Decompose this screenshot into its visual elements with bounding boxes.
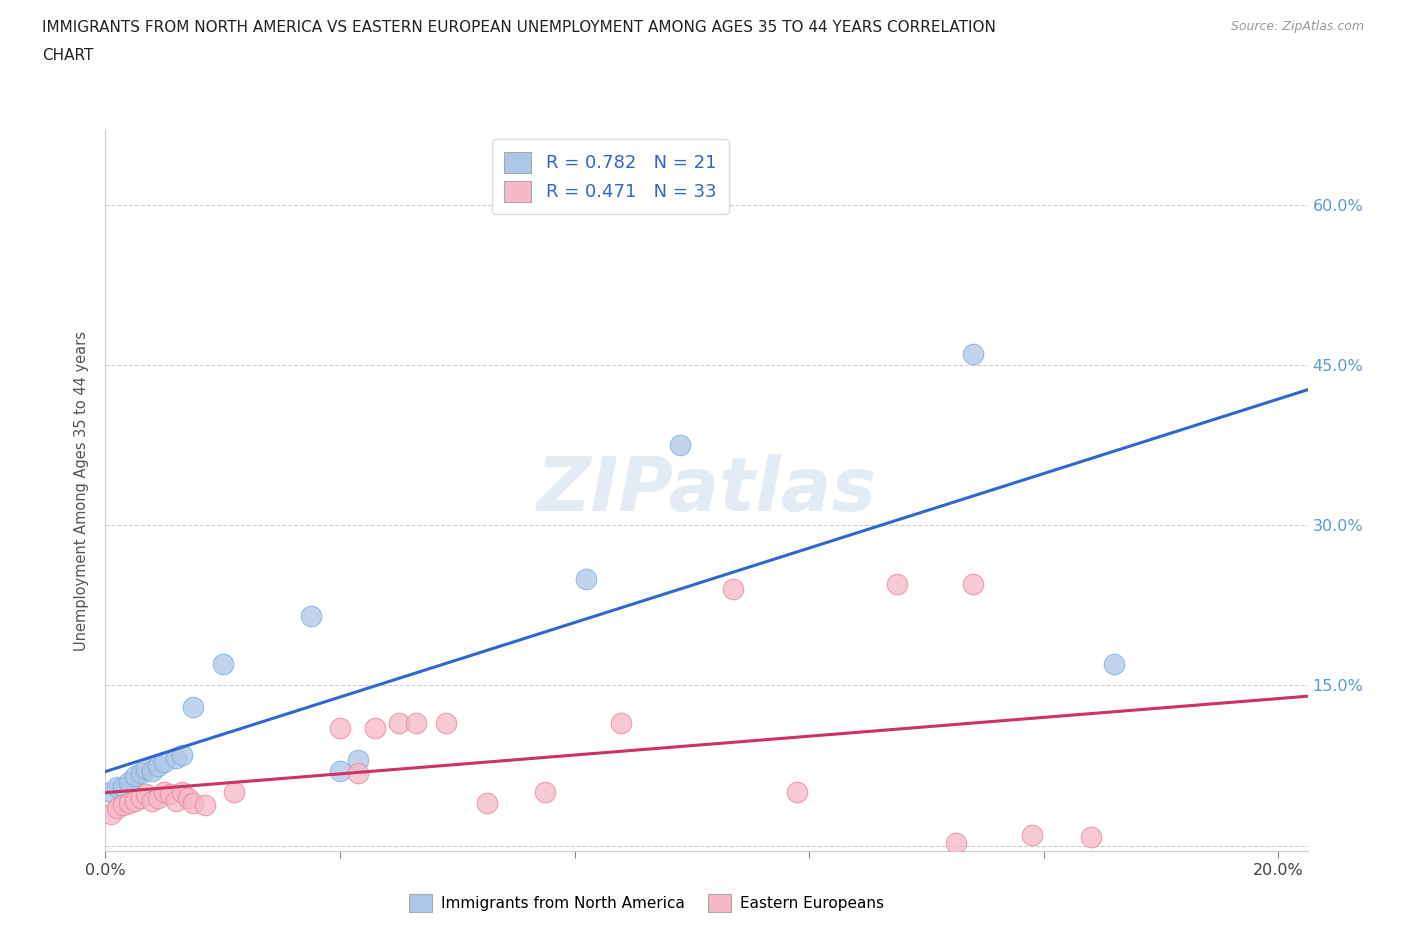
Point <box>886 577 908 591</box>
Point <box>165 793 187 808</box>
Point <box>176 790 198 805</box>
Point <box>534 785 557 800</box>
Point <box>141 793 163 808</box>
Point <box>1021 828 1043 843</box>
Point <box>135 762 157 777</box>
Point <box>118 774 141 789</box>
Point <box>129 765 152 780</box>
Point <box>194 798 217 813</box>
Point <box>170 785 193 800</box>
Point <box>669 438 692 453</box>
Point <box>721 582 744 597</box>
Y-axis label: Unemployment Among Ages 35 to 44 years: Unemployment Among Ages 35 to 44 years <box>75 330 90 651</box>
Text: ZIPatlas: ZIPatlas <box>537 454 876 527</box>
Text: Source: ZipAtlas.com: Source: ZipAtlas.com <box>1230 20 1364 33</box>
Point <box>962 577 984 591</box>
Text: IMMIGRANTS FROM NORTH AMERICA VS EASTERN EUROPEAN UNEMPLOYMENT AMONG AGES 35 TO : IMMIGRANTS FROM NORTH AMERICA VS EASTERN… <box>42 20 995 35</box>
Point <box>1080 830 1102 844</box>
Point <box>170 748 193 763</box>
Point <box>405 715 427 730</box>
Point <box>329 764 352 778</box>
Point <box>124 769 146 784</box>
Point <box>129 790 152 805</box>
Point <box>388 715 411 730</box>
Text: CHART: CHART <box>42 48 94 63</box>
Point <box>346 752 368 767</box>
Point <box>100 806 122 821</box>
Point <box>105 779 128 794</box>
Point <box>962 347 984 362</box>
Point <box>124 793 146 808</box>
Point <box>135 787 157 802</box>
Point <box>575 571 598 586</box>
Point <box>153 755 176 770</box>
Point <box>945 836 967 851</box>
Point <box>159 787 181 802</box>
Point <box>118 795 141 810</box>
Legend: Immigrants from North America, Eastern Europeans: Immigrants from North America, Eastern E… <box>404 888 890 918</box>
Point <box>112 779 135 794</box>
Legend: R = 0.782   N = 21, R = 0.471   N = 33: R = 0.782 N = 21, R = 0.471 N = 33 <box>492 140 730 214</box>
Point <box>148 790 170 805</box>
Point <box>112 798 135 813</box>
Point <box>165 751 187 765</box>
Point <box>183 795 205 810</box>
Point <box>610 715 633 730</box>
Point <box>434 715 457 730</box>
Point <box>329 721 352 736</box>
Point <box>475 795 498 810</box>
Point <box>1102 657 1125 671</box>
Point <box>153 785 176 800</box>
Point <box>364 721 387 736</box>
Point <box>148 758 170 773</box>
Point <box>211 657 233 671</box>
Point <box>786 785 808 800</box>
Point <box>346 765 368 780</box>
Point <box>183 699 205 714</box>
Point <box>141 764 163 778</box>
Point <box>224 785 246 800</box>
Point <box>105 801 128 816</box>
Point <box>299 608 322 623</box>
Point <box>100 785 122 800</box>
